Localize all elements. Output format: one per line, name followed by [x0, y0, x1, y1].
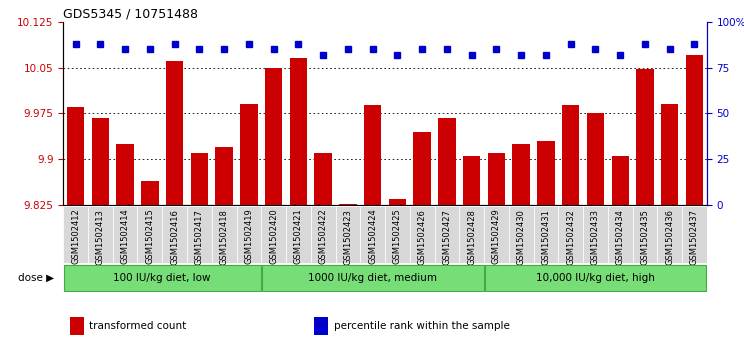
Bar — [661, 104, 679, 205]
FancyBboxPatch shape — [459, 206, 484, 263]
FancyBboxPatch shape — [509, 206, 533, 263]
Text: GSM1502418: GSM1502418 — [219, 209, 228, 265]
Text: GSM1502430: GSM1502430 — [516, 209, 526, 265]
FancyBboxPatch shape — [63, 206, 88, 263]
Bar — [67, 107, 84, 205]
Bar — [92, 118, 109, 205]
FancyBboxPatch shape — [657, 206, 682, 263]
Text: GSM1502427: GSM1502427 — [443, 209, 452, 265]
Bar — [289, 58, 307, 205]
Bar — [314, 317, 328, 335]
FancyBboxPatch shape — [262, 265, 484, 291]
Text: GSM1502421: GSM1502421 — [294, 209, 303, 264]
Text: GSM1502425: GSM1502425 — [393, 209, 402, 264]
FancyBboxPatch shape — [533, 206, 558, 263]
Text: GSM1502416: GSM1502416 — [170, 209, 179, 265]
Text: GSM1502432: GSM1502432 — [566, 209, 575, 265]
FancyBboxPatch shape — [138, 206, 162, 263]
FancyBboxPatch shape — [286, 206, 311, 263]
FancyBboxPatch shape — [484, 265, 706, 291]
Bar — [117, 144, 134, 205]
Text: GSM1502420: GSM1502420 — [269, 209, 278, 264]
Bar — [488, 153, 505, 205]
Bar — [141, 181, 158, 205]
Bar — [587, 114, 604, 205]
Text: GSM1502435: GSM1502435 — [641, 209, 650, 265]
FancyBboxPatch shape — [336, 206, 360, 263]
Bar — [240, 104, 257, 205]
FancyBboxPatch shape — [682, 206, 707, 263]
Bar — [612, 156, 629, 205]
Bar — [438, 118, 455, 205]
Bar — [315, 153, 332, 205]
FancyBboxPatch shape — [583, 206, 608, 263]
Bar — [562, 106, 580, 205]
Text: GSM1502413: GSM1502413 — [96, 209, 105, 265]
Bar — [265, 68, 282, 205]
FancyBboxPatch shape — [410, 206, 434, 263]
Bar — [414, 132, 431, 205]
FancyBboxPatch shape — [64, 265, 260, 291]
Bar — [70, 317, 84, 335]
FancyBboxPatch shape — [360, 206, 385, 263]
Bar — [537, 141, 554, 205]
FancyBboxPatch shape — [113, 206, 138, 263]
Bar — [190, 153, 208, 205]
FancyBboxPatch shape — [212, 206, 237, 263]
FancyBboxPatch shape — [311, 206, 336, 263]
Text: GDS5345 / 10751488: GDS5345 / 10751488 — [63, 8, 198, 21]
FancyBboxPatch shape — [162, 206, 187, 263]
Text: GSM1502429: GSM1502429 — [492, 209, 501, 264]
Bar — [364, 106, 382, 205]
Bar — [388, 199, 406, 205]
Text: GSM1502426: GSM1502426 — [417, 209, 426, 265]
FancyBboxPatch shape — [434, 206, 459, 263]
Text: GSM1502431: GSM1502431 — [542, 209, 551, 265]
Text: dose ▶: dose ▶ — [18, 273, 54, 283]
Text: GSM1502434: GSM1502434 — [616, 209, 625, 265]
Text: GSM1502436: GSM1502436 — [665, 209, 674, 265]
Text: transformed count: transformed count — [89, 321, 186, 331]
FancyBboxPatch shape — [187, 206, 212, 263]
Bar — [166, 61, 183, 205]
Text: GSM1502412: GSM1502412 — [71, 209, 80, 264]
Text: GSM1502423: GSM1502423 — [344, 209, 353, 265]
FancyBboxPatch shape — [237, 206, 261, 263]
FancyBboxPatch shape — [484, 206, 509, 263]
Text: GSM1502415: GSM1502415 — [145, 209, 154, 264]
FancyBboxPatch shape — [261, 206, 286, 263]
Text: percentile rank within the sample: percentile rank within the sample — [333, 321, 510, 331]
FancyBboxPatch shape — [608, 206, 632, 263]
Text: GSM1502419: GSM1502419 — [244, 209, 254, 264]
Bar — [636, 69, 653, 205]
FancyBboxPatch shape — [558, 206, 583, 263]
Bar — [339, 204, 356, 205]
Bar — [216, 147, 233, 205]
FancyBboxPatch shape — [88, 206, 113, 263]
Bar — [463, 156, 481, 205]
Text: GSM1502414: GSM1502414 — [121, 209, 129, 264]
FancyBboxPatch shape — [385, 206, 410, 263]
Text: 100 IU/kg diet, low: 100 IU/kg diet, low — [114, 273, 211, 283]
Text: GSM1502422: GSM1502422 — [318, 209, 327, 264]
Text: GSM1502433: GSM1502433 — [591, 209, 600, 265]
FancyBboxPatch shape — [632, 206, 657, 263]
Text: GSM1502424: GSM1502424 — [368, 209, 377, 264]
Text: GSM1502428: GSM1502428 — [467, 209, 476, 265]
Bar — [513, 144, 530, 205]
Text: 1000 IU/kg diet, medium: 1000 IU/kg diet, medium — [308, 273, 437, 283]
Bar — [686, 56, 703, 205]
Text: GSM1502437: GSM1502437 — [690, 209, 699, 265]
Text: 10,000 IU/kg diet, high: 10,000 IU/kg diet, high — [536, 273, 655, 283]
Text: GSM1502417: GSM1502417 — [195, 209, 204, 265]
